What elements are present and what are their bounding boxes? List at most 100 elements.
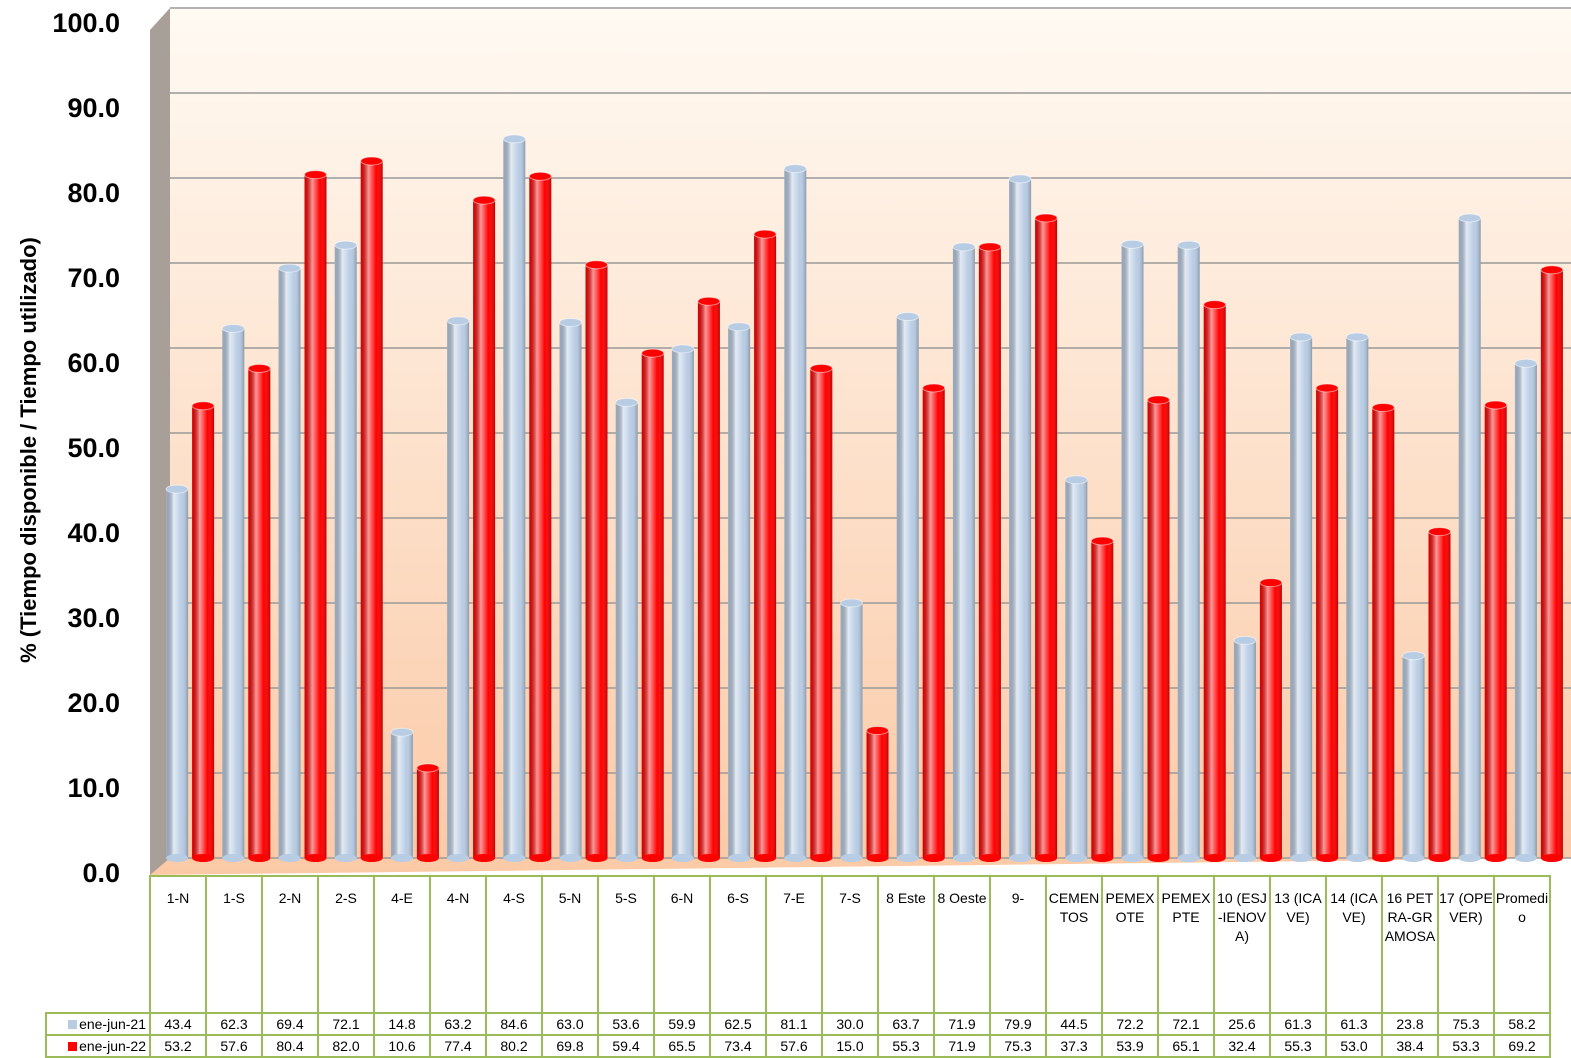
bar-shine [503,138,526,858]
y-tick-label: 20.0 [67,688,120,718]
bar-base [1035,854,1058,862]
table-row: ene-jun-22 53.2 57.6 80.4 82.0 10.6 77.4 80.2 69… [45,1034,1551,1058]
bar-shine [529,176,552,859]
category-label: 5-N [541,875,599,1014]
y-tick-label: 80.0 [67,178,120,208]
table-value: 62.5 [709,1012,767,1036]
bar-cap [528,171,552,181]
bar-shine [416,767,439,858]
category-label: 5-S [597,875,655,1014]
bar-base [1065,854,1088,862]
bar-base [529,854,552,862]
bar-base [896,854,919,862]
bar-base [278,854,301,862]
bar-base [248,854,271,862]
table-row: 1-N 1-S 2-N 2-S 4-E 4-N 4-S 5-N 5-S 6-N 6-S 7-E 7-S 8… [46,875,1551,1014]
bar-cap [247,363,271,373]
bar-cap [446,316,470,326]
bar-base [952,854,975,862]
table-value: 65.5 [653,1034,711,1058]
table-value: 75.3 [1437,1012,1495,1036]
y-axis-title: % (Tiempo disponible / Tiempo utilizado) [16,237,41,663]
bar-cap [783,164,807,174]
table-value: 75.3 [989,1034,1047,1058]
bar-shine [1259,582,1282,858]
bar-cap [1090,536,1114,546]
bar-cap [502,134,526,144]
category-label: 2-N [261,875,319,1014]
bar-cap [809,363,833,373]
table-value: 57.6 [765,1034,823,1058]
y-tick-label: 50.0 [67,433,120,463]
bar-base [1346,854,1369,862]
bar-cap [727,322,751,332]
table-value: 84.6 [485,1012,543,1036]
legend-label: ene-jun-22 [79,1038,146,1054]
bar-shine [473,200,496,859]
bar-base [840,854,863,862]
bar-shine [810,368,833,858]
category-label: 14 (ICAVE) [1325,875,1383,1014]
bar-cap [1514,358,1538,368]
bar-cap [753,229,777,239]
table-value: 38.4 [1381,1034,1439,1058]
bar-shine [1428,531,1451,858]
bar-base [1372,854,1395,862]
bar-base [866,854,889,862]
bar-shine [866,730,889,858]
bar-cap [1121,239,1144,249]
bar-cap [896,312,920,322]
category-label: CEMENTOS [1045,875,1103,1014]
bar-base [1540,854,1563,862]
bar-cap [165,484,189,494]
y-tick-label: 30.0 [67,603,120,633]
bar-shine [304,174,327,859]
bar-base [1259,854,1282,862]
bar-shine [952,246,975,859]
bar-shine [585,264,608,858]
bar-cap [1428,527,1451,537]
bar-cap [1008,174,1032,184]
category-label: 13 (ICAVE) [1269,875,1327,1014]
bar-cap [1371,403,1395,412]
category-label: PEMEX PTE [1157,875,1215,1014]
category-label: 6-S [709,875,767,1014]
category-label: 4-S [485,875,543,1014]
table-value: 44.5 [1045,1012,1103,1036]
bar-base [585,854,608,862]
bar-cap [1315,383,1339,393]
bar-shine [1402,655,1425,858]
category-label: 16 PETRA-GRAMOSA [1381,875,1439,1014]
bar-cap [952,242,976,252]
bar-base [1514,854,1537,862]
table-value: 53.3 [1437,1034,1495,1058]
category-label: 7-E [765,875,823,1014]
bar-cap [615,397,639,407]
bar-base [1177,854,1200,862]
bar-base [360,854,383,862]
bar-shine [222,328,245,858]
bar-shine [390,732,413,858]
bar-base [615,854,638,862]
bar-shine [1484,404,1507,858]
table-value: 53.6 [597,1012,655,1036]
bar-shine [1009,178,1032,859]
table-value: 59.4 [597,1034,655,1058]
legend-swatch [68,1042,78,1051]
bar-shine [1346,336,1369,858]
bar-base [1290,854,1313,862]
category-label: 1-N [149,875,207,1014]
bar-shine [840,603,863,858]
bar-base [1428,854,1451,862]
category-label: 8 Oeste [933,875,991,1014]
bar-cap [840,598,863,608]
bar-shine [978,246,1001,859]
y-tick-label: 10.0 [67,773,120,803]
bar-base [810,854,833,862]
bar-cap [1177,240,1201,250]
bar-shine [784,168,807,858]
table-value: 72.1 [1157,1012,1215,1036]
table-value: 15.0 [821,1034,879,1058]
bar-base [192,854,215,862]
